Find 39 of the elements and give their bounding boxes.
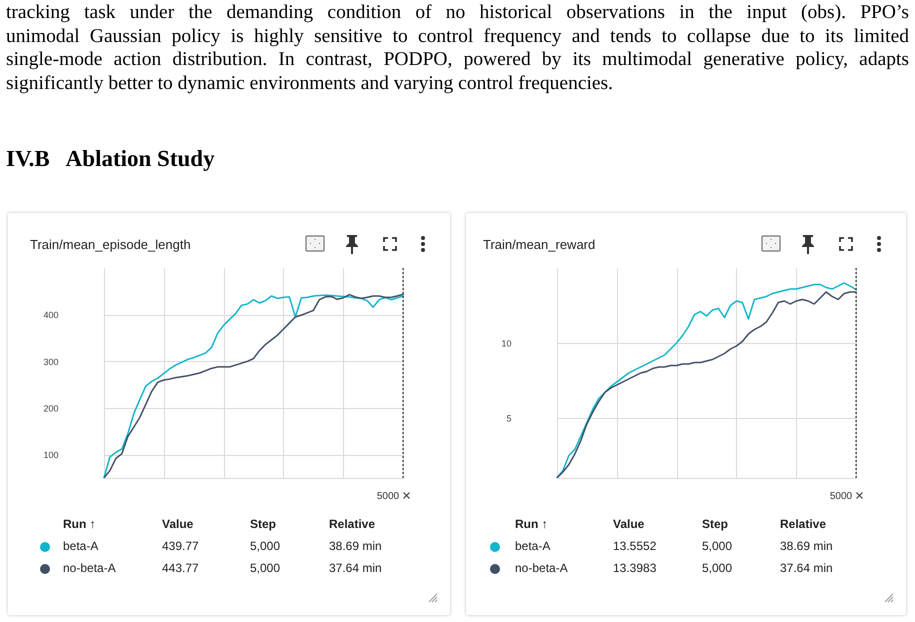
text: 13.3983 (613, 561, 656, 575)
legend-label: beta-A (515, 539, 550, 553)
y-tick-label: 200 (43, 404, 58, 414)
text: significantly better to dynamic environments and varying control frequencies. (6, 72, 614, 94)
legend-label: beta-A (63, 539, 98, 553)
legend-label: no-beta-A (515, 561, 568, 575)
chart-title: Train/mean_episode_length (30, 237, 191, 252)
text: 38.69 min (780, 539, 833, 553)
text: 5,000 (702, 539, 732, 553)
y-tick-label: 10 (501, 338, 512, 348)
text: 443.77 (162, 561, 199, 575)
text: 5,000 (702, 561, 732, 575)
y-tick-label: 300 (43, 356, 58, 367)
text: Run ↑ (63, 517, 96, 531)
text: tracking task under the demanding condition of no historical observations in the input (obs). PPO’s (6, 2, 909, 24)
y-tick-label: 100 (43, 450, 58, 460)
text: IV.B Ablation Study (6, 146, 215, 172)
text: 5000 (830, 491, 853, 502)
text: 13.5552 (613, 539, 656, 553)
text: Step (702, 517, 728, 531)
text: Step (250, 517, 276, 531)
text: Relative (329, 517, 376, 531)
text: Relative (780, 517, 826, 531)
text: 439.77 (162, 539, 199, 553)
chart-title: Train/mean_reward (483, 237, 596, 252)
text: 37.64 min (780, 561, 833, 575)
text: 5,000 (250, 539, 280, 553)
text: Value (162, 517, 194, 531)
text: unimodal Gaussian policy is highly sensitive to control frequency and tends to collapse due to its limited (6, 26, 909, 48)
text: single-mode action distribution. In contrast, PODPO, powered by its multimodal generative policy, adapts (6, 49, 909, 71)
legend-label: no-beta-A (63, 561, 116, 575)
text: Run ↑ (515, 517, 548, 531)
y-tick-label: 5 (506, 414, 512, 424)
y-tick-label: 400 (43, 310, 58, 320)
text: Value (613, 517, 644, 531)
text: 38.69 min (329, 539, 382, 553)
text: 37.64 min (329, 561, 382, 575)
text: 5,000 (250, 561, 280, 575)
text: 5000 (376, 491, 400, 502)
